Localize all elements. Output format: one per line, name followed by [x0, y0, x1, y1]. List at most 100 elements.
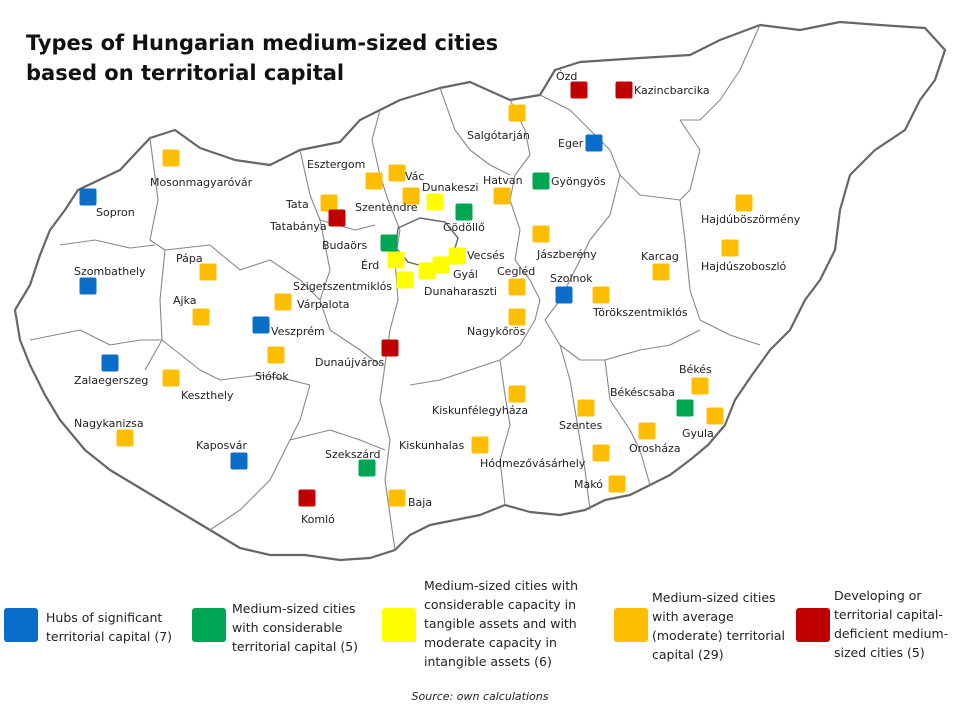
legend-swatch-average	[614, 608, 648, 642]
city-label-hajduboszormeny: Hajdúböszörmény	[701, 213, 801, 226]
city-marker-keszthely	[162, 369, 180, 387]
city-label-gyal: Gyál	[453, 268, 478, 281]
city-marker-esztergom	[365, 172, 383, 190]
city-label-esztergom: Esztergom	[307, 158, 365, 171]
city-label-kazincbarcika: Kazincbarcika	[634, 84, 710, 97]
legend-label-line: Medium-sized cities	[652, 590, 776, 605]
city-marker-veszprem	[252, 316, 270, 334]
country-outline	[13, 20, 947, 562]
city-marker-zalaegerszeg	[101, 354, 119, 372]
city-marker-erd	[387, 251, 405, 269]
legend-label-line: territorial capital-	[834, 607, 943, 622]
city-label-veszprem: Veszprém	[271, 325, 325, 338]
city-label-kaposvar: Kaposvár	[196, 439, 247, 452]
city-label-jaszbereny: Jászberény	[536, 248, 597, 261]
city-marker-sopron	[79, 188, 97, 206]
city-marker-hajduboszormeny	[735, 194, 753, 212]
source-note: Source: own calculations	[411, 690, 549, 703]
city-marker-szolnok	[555, 286, 573, 304]
city-label-erd: Érd	[361, 259, 379, 272]
city-marker-papa	[199, 263, 217, 281]
city-labels: Ózd Kazincbarcika Salgótarján Eger Mosonmagy…	[74, 70, 801, 526]
city-marker-gyongyos	[532, 172, 550, 190]
city-label-dunaujvaros: Dunaújváros	[315, 356, 384, 369]
legend-swatch-considerable	[192, 608, 226, 642]
city-marker-szentes	[577, 399, 595, 417]
city-marker-tatabanya	[328, 209, 346, 227]
city-label-cegled: Cegléd	[497, 265, 535, 278]
city-label-szigetszentmiklos: Szigetszentmiklós	[293, 280, 392, 293]
city-label-baja: Baja	[408, 496, 432, 509]
legend-label-line: Medium-sized cities with	[424, 578, 579, 593]
city-marker-kazincbarcika	[615, 81, 633, 99]
city-marker-baja	[388, 489, 406, 507]
legend-label-line: with considerable	[232, 620, 343, 635]
city-marker-torokszentmiklos	[592, 286, 610, 304]
city-marker-budaors	[380, 234, 398, 252]
city-marker-szekszard	[358, 459, 376, 477]
legend-label-considerable: Medium-sized cities with considerable te…	[232, 599, 382, 656]
city-marker-kiskunfelegyhaza	[508, 385, 526, 403]
legend-label-line: with average	[652, 609, 734, 624]
city-label-hodmezovasarhely: Hódmezővásárhely	[480, 457, 586, 470]
city-marker-szigetszentmiklos	[396, 271, 414, 289]
city-label-torokszentmiklos: Törökszentmiklós	[592, 306, 688, 319]
legend-label-line: Hubs of significant	[46, 610, 163, 625]
city-label-tata: Tata	[285, 198, 309, 211]
city-marker-godollo	[455, 203, 473, 221]
map-title-line-2: based on territorial capital	[26, 61, 345, 85]
city-label-varpalota: Várpalota	[297, 298, 350, 311]
city-marker-hatvan	[493, 187, 511, 205]
city-label-zalaegerszeg: Zalaegerszeg	[74, 374, 148, 387]
city-marker-gyula	[706, 407, 724, 425]
legend-label-hub: Hubs of significant territorial capital …	[46, 608, 196, 646]
legend-label-line: deficient medium-	[834, 626, 949, 641]
city-marker-dunaujvaros	[381, 339, 399, 357]
city-label-keszthely: Keszthely	[181, 389, 234, 402]
city-label-szentendre: Szentendre	[355, 201, 418, 214]
city-marker-gyal	[432, 256, 450, 274]
city-marker-hajduszoboszlo	[721, 239, 739, 257]
county-borders	[29, 24, 761, 551]
city-label-godollo: Gödöllő	[443, 221, 485, 234]
city-marker-vac	[388, 164, 406, 182]
legend-label-line: Medium-sized cities	[232, 601, 356, 616]
city-label-mosonmagyarovar: Mosonmagyaróvár	[150, 176, 253, 189]
city-label-gyongyos: Gyöngyös	[551, 175, 606, 188]
city-label-gyula: Gyula	[682, 427, 714, 440]
city-label-kiskunfelegyhaza: Kiskunfélegyháza	[432, 404, 528, 417]
city-marker-vecses	[448, 247, 466, 265]
city-marker-szentendre	[402, 187, 420, 205]
city-marker-siofok	[267, 346, 285, 364]
legend-swatch-hub	[4, 608, 38, 642]
city-label-tatabanya: Tatabánya	[269, 220, 327, 233]
city-label-bekes: Békés	[679, 363, 712, 376]
city-marker-salgotarjan	[508, 104, 526, 122]
city-markers	[79, 81, 753, 507]
city-label-salgotarjan: Salgótarján	[467, 129, 530, 142]
legend-label-line: territorial capital (5)	[232, 639, 359, 654]
city-label-oroshaza: Orosháza	[629, 442, 681, 455]
city-marker-dunakeszi	[426, 193, 444, 211]
city-marker-ozd	[570, 81, 588, 99]
city-marker-bekes	[691, 377, 709, 395]
city-marker-nagykanizsa	[116, 429, 134, 447]
legend-label-line: Developing or	[834, 588, 922, 603]
city-label-vecses: Vecsés	[467, 249, 505, 262]
city-label-ajka: Ajka	[173, 294, 197, 307]
city-label-vac: Vác	[405, 170, 424, 183]
legend-label-line: moderate capacity in	[424, 635, 557, 650]
city-label-papa: Pápa	[176, 252, 203, 265]
city-marker-nagykoros	[508, 308, 526, 326]
city-marker-bekescsaba	[676, 399, 694, 417]
city-marker-ajka	[192, 308, 210, 326]
legend-label-line: territorial capital (7)	[46, 629, 173, 644]
city-label-szombathely: Szombathely	[74, 265, 146, 278]
city-label-szolnok: Szolnok	[550, 272, 593, 285]
legend-swatch-tangible	[382, 608, 416, 642]
city-marker-kiskunhalas	[471, 436, 489, 454]
legend-label-line: tangible assets and with	[424, 616, 577, 631]
city-marker-dunaharaszti	[418, 262, 436, 280]
city-label-szekszard: Szekszárd	[325, 448, 380, 461]
legend-label-line: intangible assets (6)	[424, 654, 552, 669]
